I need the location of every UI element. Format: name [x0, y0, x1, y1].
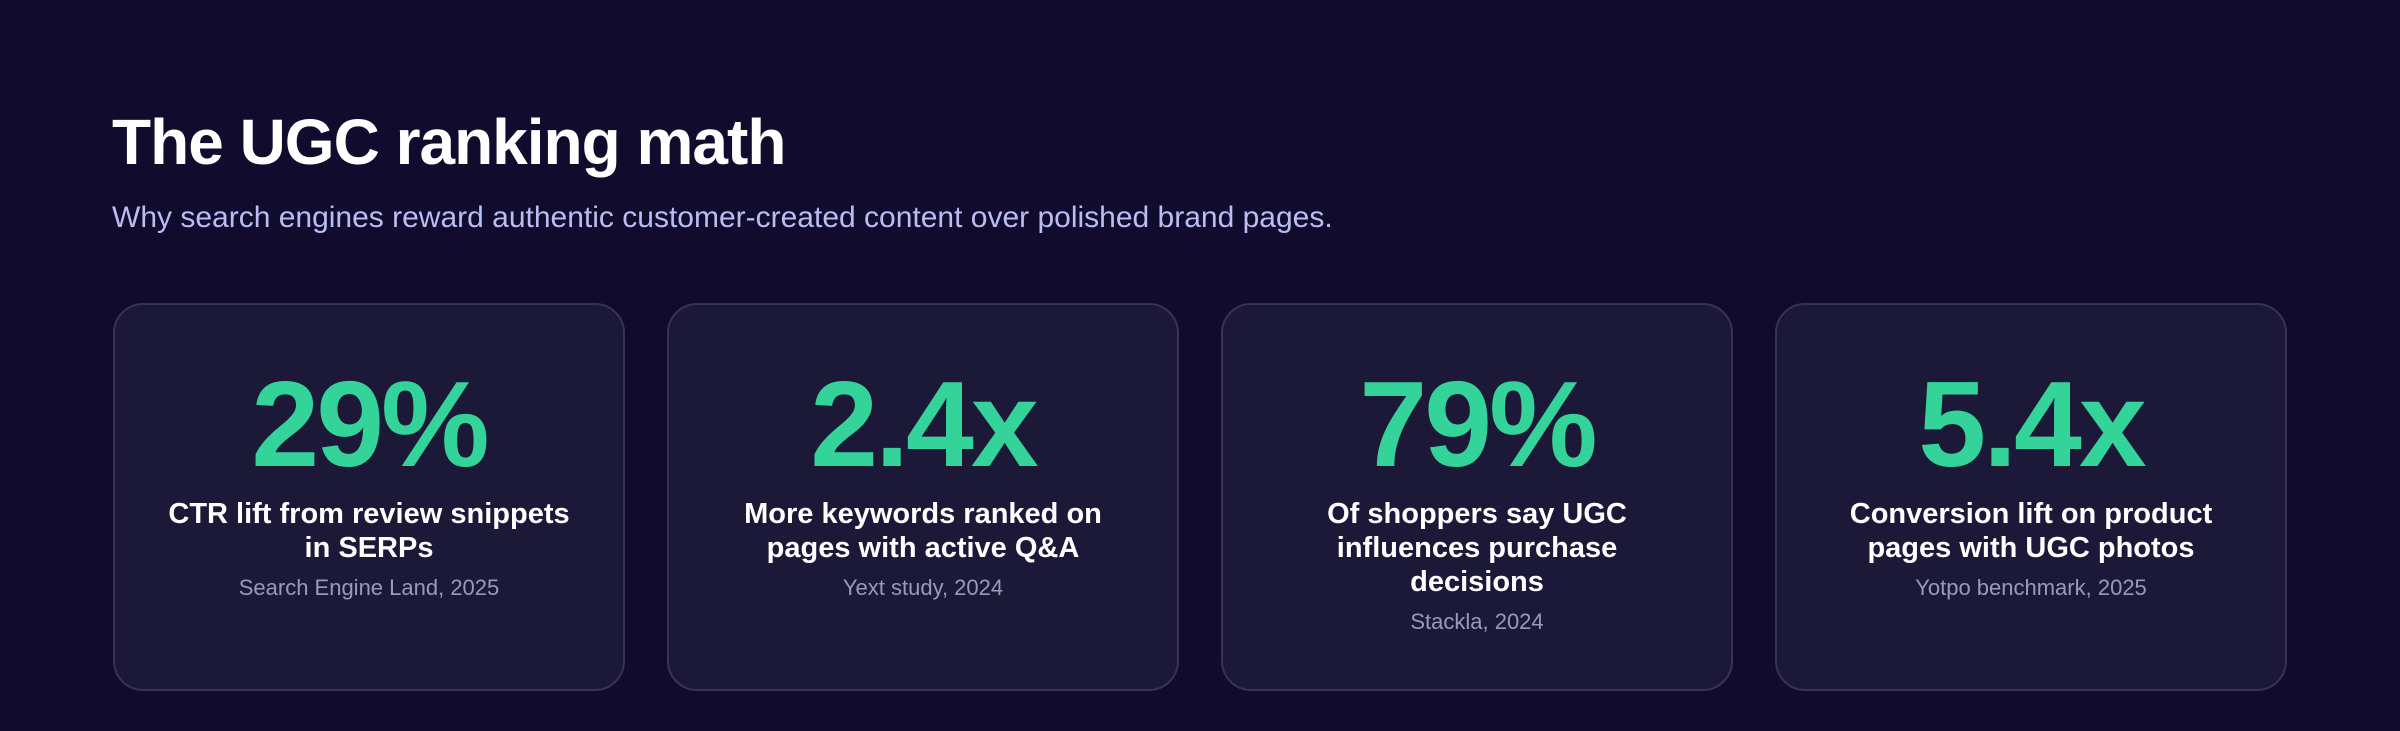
card-row: 29% CTR lift from review snippets in SERP… [113, 303, 2287, 691]
stat-label: More keywords ranked on pages with activ… [744, 498, 1102, 564]
stat-source: Stackla, 2024 [1410, 609, 1544, 634]
stat-source: Yext study, 2024 [842, 575, 1004, 600]
stat-card: 79% Of shoppers say UGC influences purcha… [1221, 303, 1733, 691]
stat-card: 2.4x More keywords ranked on pages with a… [667, 303, 1179, 691]
stat-card: 29% CTR lift from review snippets in SERP… [113, 303, 625, 691]
stat-card: 5.4x Conversion lift on product pages wit… [1775, 303, 2287, 691]
stat-label: Of shoppers say UGC influences purchase … [1327, 498, 1627, 598]
stat-label: CTR lift from review snippets in SERPs [168, 498, 570, 564]
stat-source: Yotpo benchmark, 2025 [1915, 575, 2147, 600]
subtitle: Why search engines reward authentic cust… [112, 201, 1333, 234]
title: The UGC ranking math [112, 106, 786, 178]
stat-value: 79% [1359, 356, 1597, 492]
stat-label: Conversion lift on product pages with UG… [1849, 498, 2213, 564]
stat-value: 29% [251, 356, 489, 492]
stat-source: Search Engine Land, 2025 [238, 575, 500, 600]
stat-value: 2.4x [810, 356, 1038, 492]
stat-value: 5.4x [1918, 356, 2146, 492]
